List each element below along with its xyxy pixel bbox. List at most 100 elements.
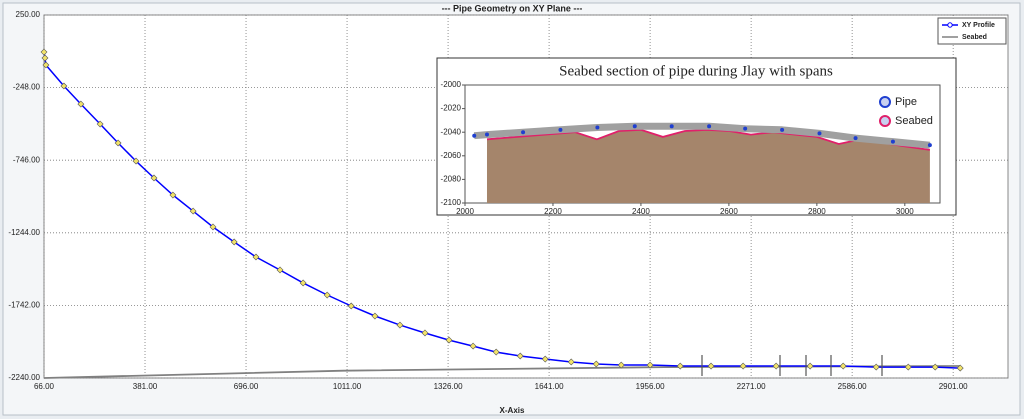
marker (676, 362, 684, 370)
marker (230, 238, 238, 246)
x-tick-label: 381.00 (133, 382, 158, 391)
x-tick-label: 2400 (632, 207, 650, 216)
chart-title: Seabed section of pipe during Jlay with … (559, 63, 833, 79)
x-tick-label: 1326.00 (434, 382, 463, 391)
legend-label: Seabed (895, 115, 933, 127)
y-tick-label: 250.00 (16, 10, 41, 19)
point (558, 127, 563, 132)
chart-title: --- Pipe Geometry on XY Plane --- (442, 3, 583, 13)
marker (41, 54, 49, 62)
marker (323, 291, 331, 299)
x-tick-label: 66.00 (34, 382, 55, 391)
marker (707, 362, 715, 370)
x-tick-label: 2586.00 (838, 382, 867, 391)
x-tick-label: 2600 (720, 207, 738, 216)
span-markers (701, 355, 883, 376)
x-tick-label: 1011.00 (333, 382, 362, 391)
y-tick-label: -248.00 (13, 83, 41, 92)
point (595, 125, 600, 130)
marker (872, 363, 880, 371)
x-tick-label: 1956.00 (636, 382, 665, 391)
y-tick-label: -2080 (441, 175, 462, 184)
x-tick-label: 2000 (456, 207, 474, 216)
legend-label: XY Profile (962, 22, 995, 29)
marker (646, 361, 654, 369)
point (484, 132, 489, 137)
x-tick-label: 2800 (808, 207, 826, 216)
marker (839, 362, 847, 370)
marker (371, 312, 379, 320)
marker (956, 364, 964, 372)
x-tick-label: 3000 (896, 207, 914, 216)
line (43, 51, 961, 369)
y-tick-label: -2060 (441, 151, 462, 160)
x-tick-label: 2200 (544, 207, 562, 216)
x-tick-label: 696.00 (234, 382, 259, 391)
y-tick-label: -746.00 (13, 155, 41, 164)
marker (42, 61, 50, 69)
x-tick-label: 1641.00 (535, 382, 564, 391)
point (743, 126, 748, 131)
point (521, 130, 526, 135)
point (632, 124, 637, 129)
point (472, 133, 477, 138)
point (853, 136, 858, 141)
marker (150, 174, 158, 182)
marker (252, 253, 260, 261)
marker (299, 279, 307, 287)
point (890, 139, 895, 144)
marker (60, 82, 68, 90)
x-tick-label: 2271.00 (737, 382, 766, 391)
main-chart: --- Pipe Geometry on XY Plane --- X-Axis 2… (8, 3, 1008, 415)
y-tick-label: -2040 (441, 127, 462, 136)
x-axis-label: X-Axis (500, 406, 525, 415)
y-tick-label: -1742.00 (8, 301, 40, 310)
marker (347, 302, 355, 310)
point (817, 131, 822, 136)
marker (904, 363, 912, 371)
point (927, 143, 932, 148)
legend-label: Pipe (895, 96, 917, 108)
inset-chart: Seabed section of pipe during Jlay with … (441, 63, 933, 216)
marker (96, 120, 104, 128)
marker (209, 223, 217, 231)
point (669, 124, 674, 129)
marker (40, 48, 48, 56)
marker (132, 157, 140, 165)
marker (772, 362, 780, 370)
y-tick-label: -2020 (441, 104, 462, 113)
marker (114, 139, 122, 147)
marker (421, 329, 429, 337)
marker (541, 355, 549, 363)
point (780, 127, 785, 132)
y-tick-label: -1244.00 (8, 228, 40, 237)
marker (592, 360, 600, 368)
y-tick-label: -2240.00 (8, 373, 40, 382)
legend-box (937, 17, 1007, 45)
legend-marker (879, 115, 891, 127)
x-tick-label: 2901.00 (939, 382, 968, 391)
legend-marker (947, 22, 953, 28)
marker (169, 191, 177, 199)
marker (77, 100, 85, 108)
marker (806, 362, 814, 370)
marker (739, 362, 747, 370)
y-tick-label: -2000 (441, 80, 462, 89)
y-tick-label: -2100 (441, 198, 462, 207)
point (707, 124, 712, 129)
marker (617, 361, 625, 369)
marker (396, 321, 404, 329)
marker (516, 352, 524, 360)
marker (567, 358, 575, 366)
legend-marker (879, 96, 891, 108)
marker (189, 207, 197, 215)
area (486, 129, 930, 203)
pipe-band (473, 122, 931, 149)
marker (445, 336, 453, 344)
marker (276, 266, 284, 274)
marker (492, 348, 500, 356)
marker (469, 342, 477, 350)
marker (931, 363, 939, 371)
